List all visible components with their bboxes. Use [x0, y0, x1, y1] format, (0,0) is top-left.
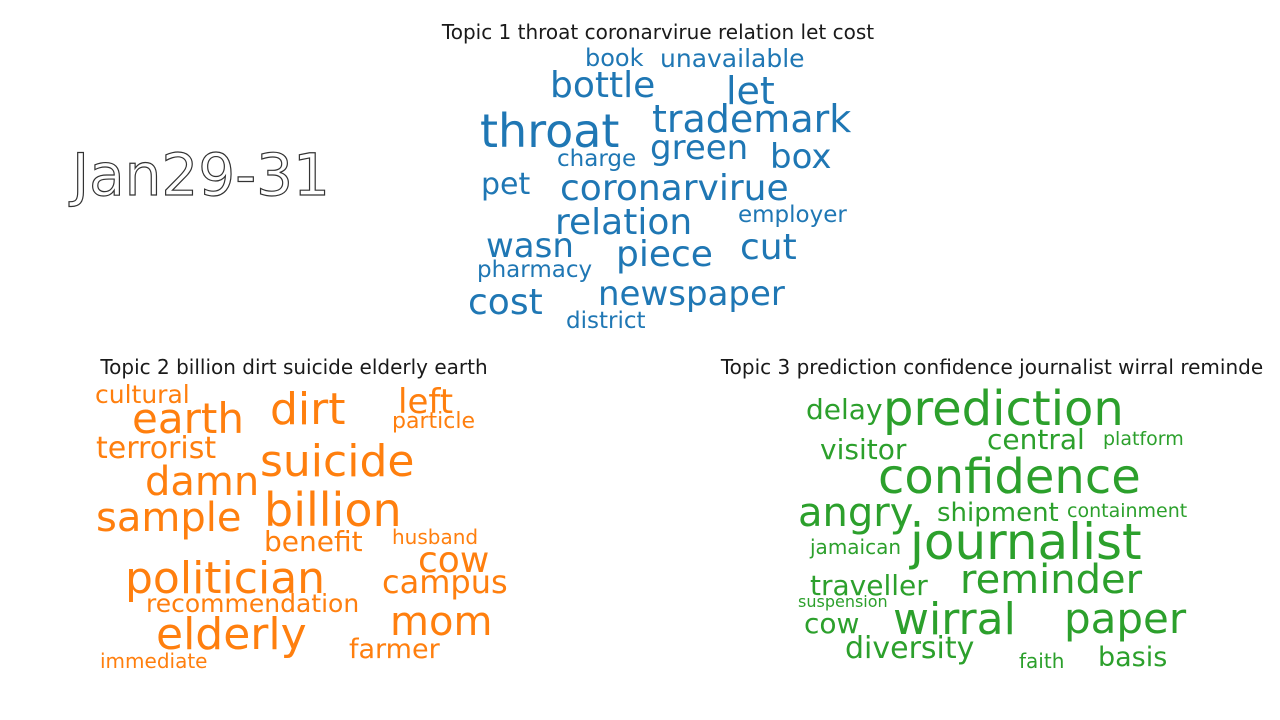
topic-3-word: wirral — [893, 594, 1016, 645]
topic-1-word: piece — [616, 234, 713, 275]
topic-2-word: dirt — [270, 384, 346, 435]
topic-2-title: Topic 2 billion dirt suicide elderly ear… — [100, 355, 488, 379]
topic-2-word: left — [398, 382, 454, 422]
topic-2-word: politician — [125, 553, 326, 604]
topic-2-word: terrorist — [96, 431, 217, 466]
topic-2-word: cow — [418, 540, 490, 581]
topic-2-word: immediate — [100, 649, 208, 673]
topic-1-word: throat — [480, 104, 620, 158]
topic-3-word: traveller — [810, 569, 928, 602]
topic-1-word: trademark — [652, 97, 852, 141]
topic-2-word: earth — [132, 394, 244, 443]
topic-1-word: book — [585, 44, 644, 72]
topic-3-word: prediction — [883, 381, 1124, 437]
topic-3-word: basis — [1098, 642, 1168, 673]
topic-2-word: cultural — [95, 380, 190, 409]
topic-3-word: reminder — [960, 557, 1143, 603]
topic-2-word: damn — [145, 459, 260, 505]
topic-2-word: benefit — [264, 525, 363, 558]
topic-1-word: charge — [557, 146, 637, 172]
topic-1-word: employer — [738, 202, 847, 228]
topic-3-word: journalist — [910, 513, 1142, 571]
topic-2-word: sample — [96, 495, 242, 541]
topic-2-word: campus — [382, 563, 508, 601]
topic-1-word: bottle — [550, 65, 656, 106]
topic-3-word: jamaican — [810, 535, 902, 559]
topic-1-word: unavailable — [660, 44, 805, 73]
topic-1-word: pharmacy — [477, 257, 593, 283]
topic-3-word: suspension — [798, 592, 888, 611]
topic-3-word: angry — [798, 490, 914, 536]
topic-1-word: pet — [481, 167, 531, 202]
topic-3-word: diversity — [845, 631, 975, 666]
topic-2-word: suicide — [260, 436, 415, 487]
topic-2-word: farmer — [349, 634, 440, 665]
topic-1-word: district — [566, 308, 646, 334]
topic-1-word: newspaper — [598, 274, 785, 314]
topic-1-word: let — [726, 69, 775, 113]
topic-2-word: husband — [392, 525, 479, 549]
topic-2-word: recommendation — [146, 589, 360, 618]
topic-3-word: containment — [1067, 500, 1188, 522]
topic-3-word: central — [987, 423, 1085, 456]
date-range-label: Jan29-31 — [71, 141, 330, 209]
topic-3-word: shipment — [937, 498, 1059, 528]
topic-2-word: particle — [392, 409, 475, 434]
topic-2-word: mom — [390, 599, 493, 645]
topic-2-word: billion — [264, 483, 402, 537]
topic-1-word: box — [770, 137, 832, 177]
topic-1-word: green — [650, 128, 749, 168]
topic-3-word: cow — [804, 607, 860, 640]
topic-3-word: visitor — [820, 433, 907, 466]
topic-2-word: elderly — [156, 609, 307, 660]
topic-3-title: Topic 3 prediction confidence journalist… — [720, 355, 1264, 379]
topic-1-word: coronarvirue — [560, 168, 789, 209]
topic-3-word: platform — [1103, 428, 1184, 450]
topic-3-word: confidence — [878, 449, 1141, 505]
topic-3-word: faith — [1019, 649, 1065, 673]
topic-1-word: wasn — [486, 226, 574, 266]
topic-1-word: cost — [468, 282, 543, 323]
topic-3-word: paper — [1064, 594, 1187, 643]
topic-3-word: delay — [806, 393, 883, 426]
topic-1-title: Topic 1 throat coronarvirue relation let… — [441, 20, 875, 44]
topic-1-word: relation — [555, 202, 693, 243]
topic-1-word: cut — [740, 227, 797, 268]
